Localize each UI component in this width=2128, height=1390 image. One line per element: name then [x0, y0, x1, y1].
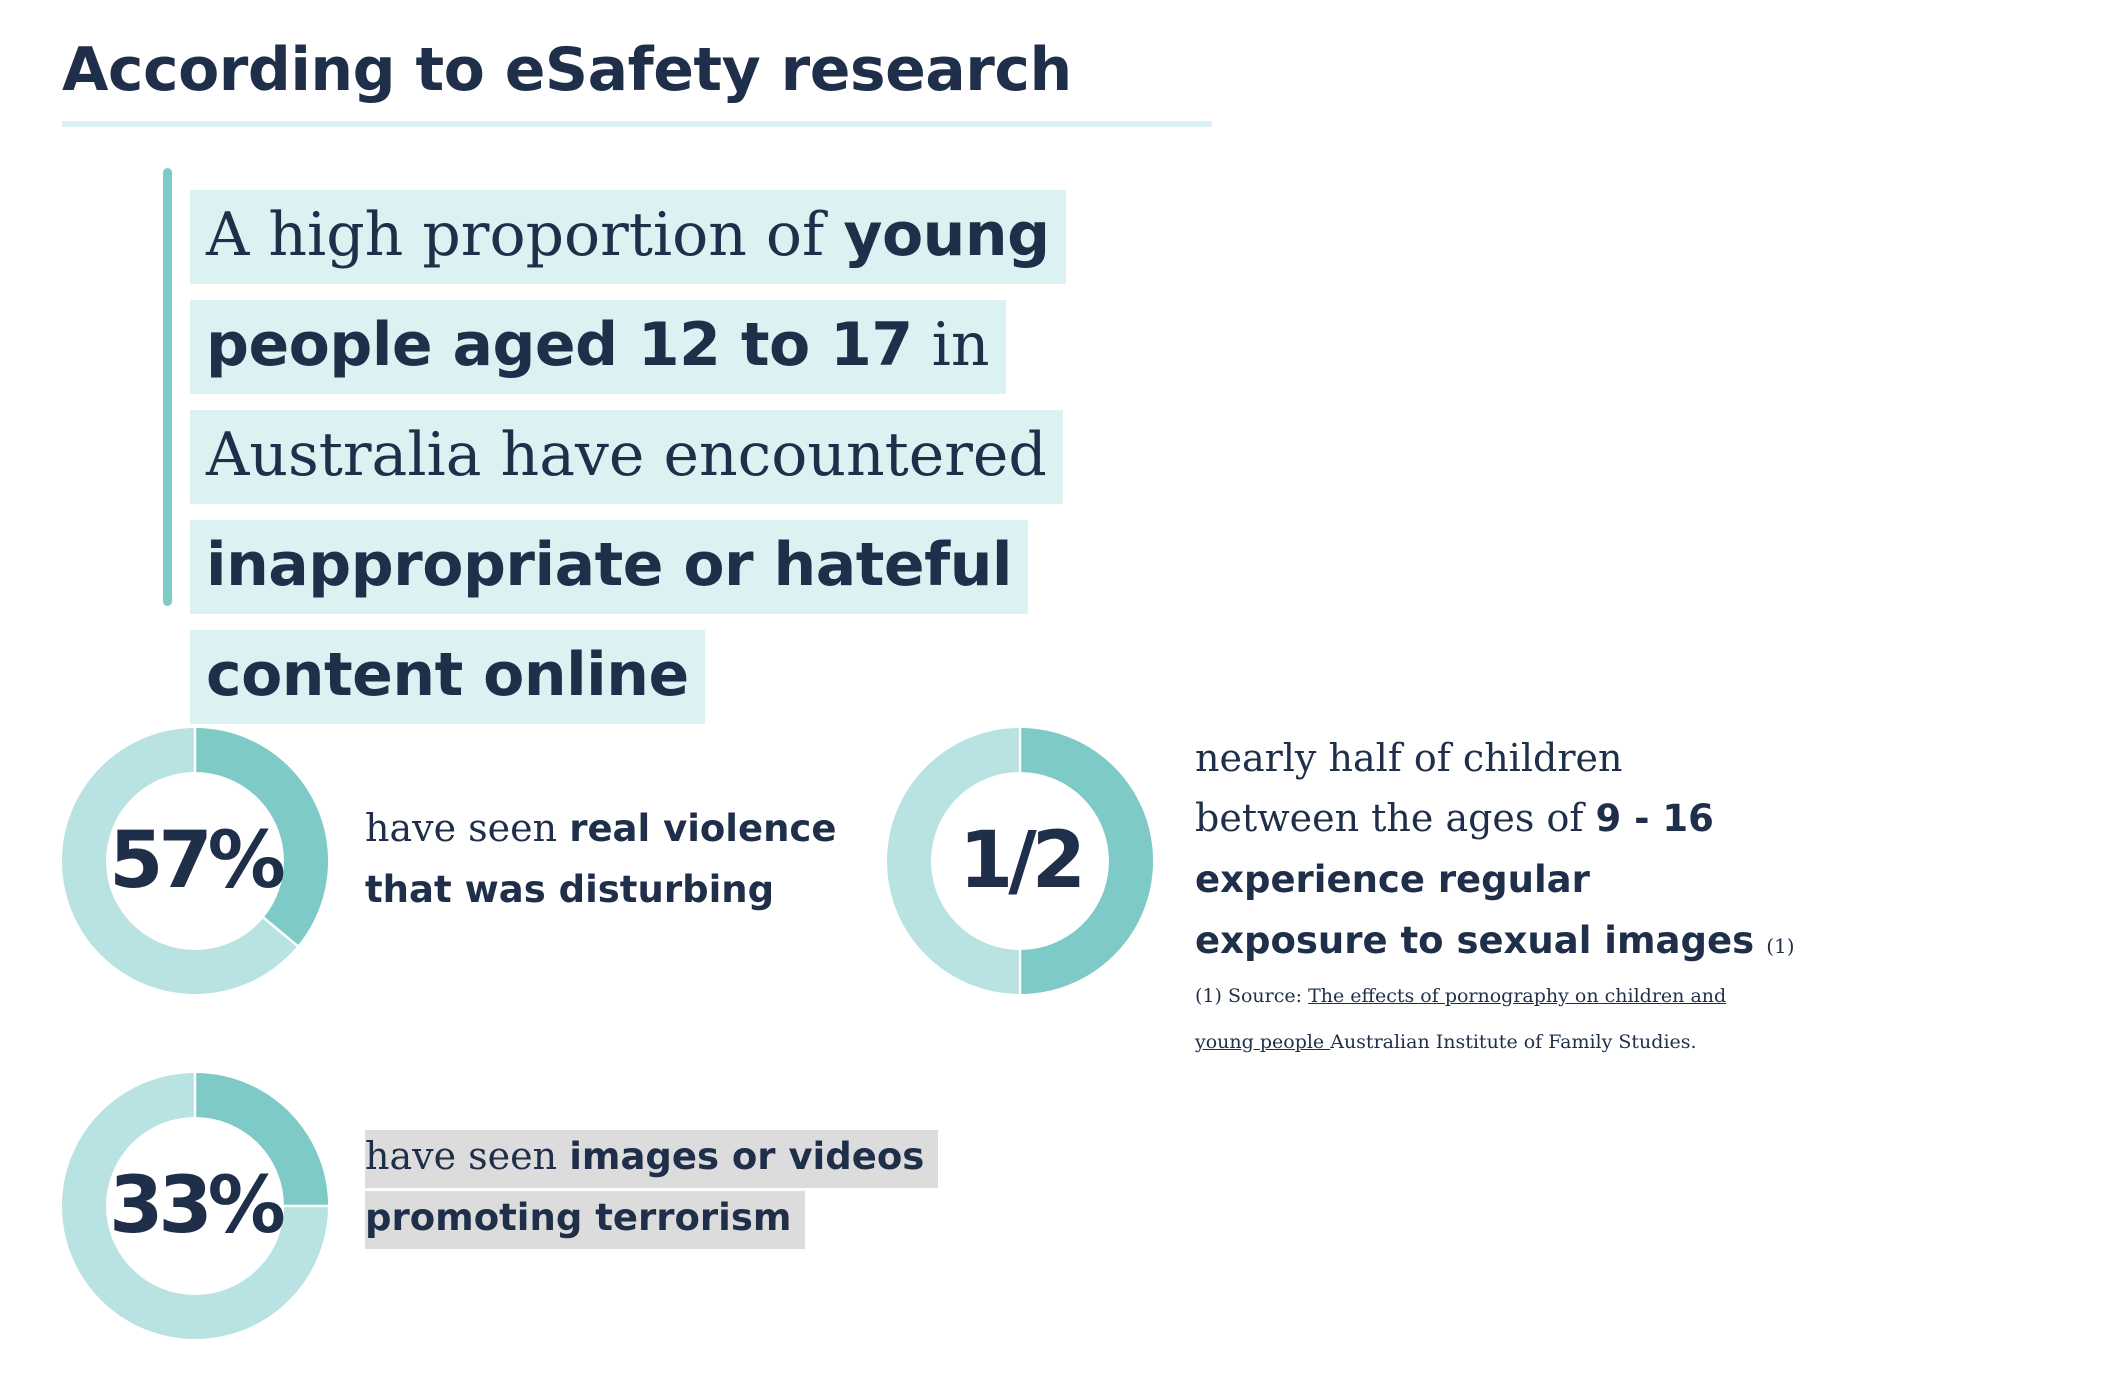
highlight-quote: A high proportion of young people aged 1…	[190, 180, 1200, 730]
source-link[interactable]: The effects of pornography on children a…	[1195, 985, 1727, 1053]
quote-text-intro: A high proportion of	[206, 200, 844, 270]
donut-separator	[262, 916, 299, 947]
stat-value: 33%	[109, 1161, 286, 1251]
stat-value: 1/2	[958, 816, 1086, 906]
title-divider	[62, 121, 1212, 127]
stat-description: nearly half of children between the ages…	[1195, 736, 1795, 962]
donut-chart-sexual-images: 1/2	[887, 728, 1153, 994]
source-note: (1) Source: The effects of pornography o…	[1195, 985, 1727, 1053]
stat-value: 57%	[109, 816, 286, 906]
quote-text-age-group: young people aged 12 to 17	[206, 200, 1050, 380]
quote-text-middle: in Australia have encountered	[206, 310, 1047, 490]
citation-marker: (1)	[1766, 934, 1795, 958]
quote-accent-bar	[163, 168, 172, 606]
section-title: According to eSafety research	[62, 35, 1072, 105]
donut-chart-violence: 57%	[62, 728, 328, 994]
stat-description: have seen images or videos promoting ter…	[365, 1126, 939, 1249]
donut-chart-terrorism: 33%	[62, 1073, 328, 1339]
highlighted-text: have seen images or videos promoting ter…	[365, 1130, 939, 1249]
stat-description: have seen real violence that was disturb…	[365, 806, 837, 911]
quote-text-content-type: inappropriate or hateful content online	[206, 530, 1013, 710]
